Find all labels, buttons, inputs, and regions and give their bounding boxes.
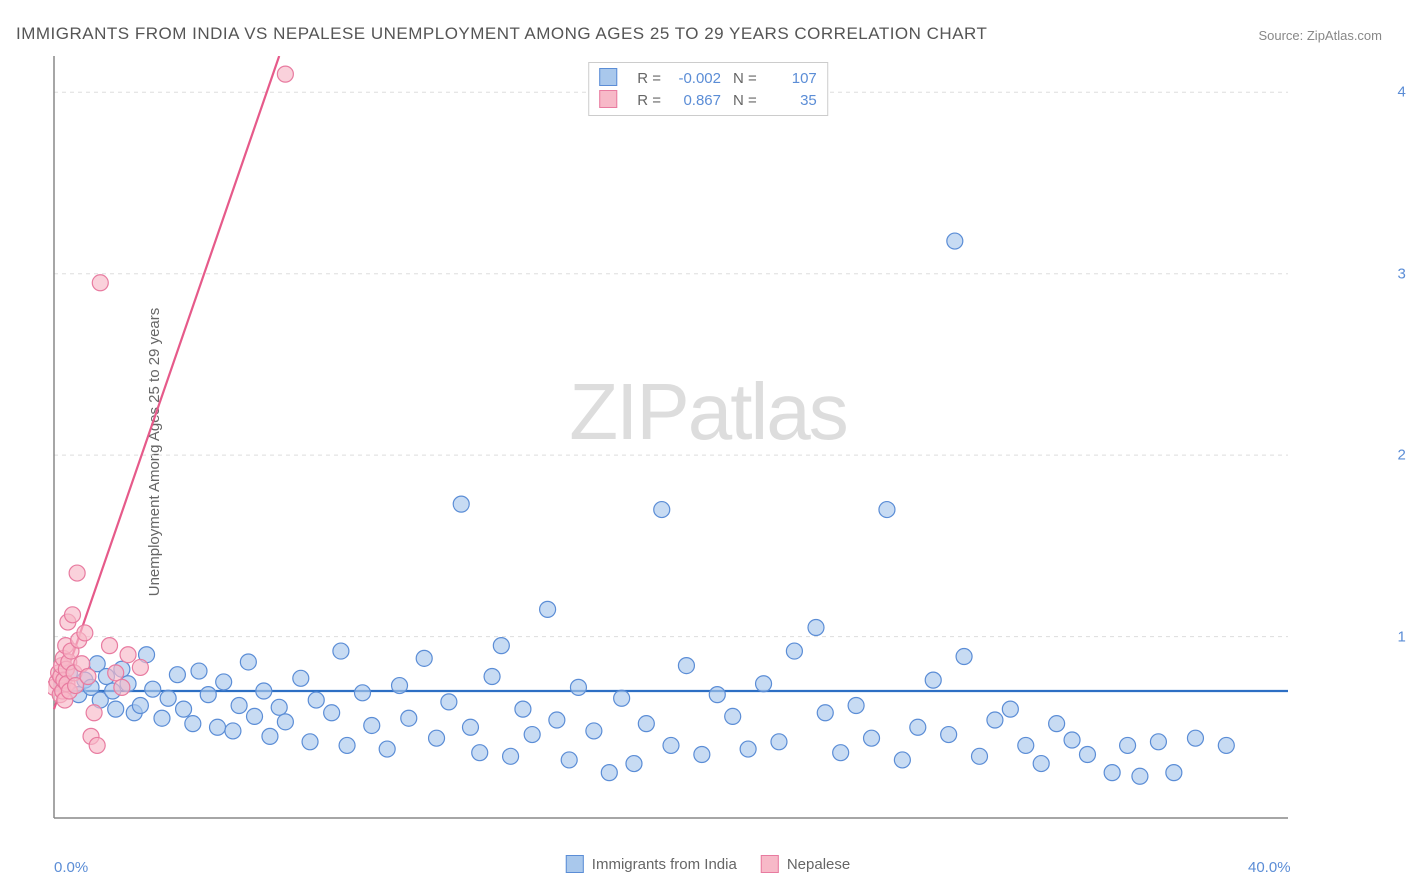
y-tick-label: 10.0%: [1397, 628, 1406, 645]
legend-row: R = -0.002 N = 107: [599, 67, 817, 89]
source-link[interactable]: ZipAtlas.com: [1307, 28, 1382, 43]
legend-n-label: N =: [733, 70, 757, 87]
legend-n-value: 107: [769, 70, 817, 87]
legend-row: R = 0.867 N = 35: [599, 89, 817, 111]
scatter-plot: [48, 56, 1368, 848]
legend-swatch: [566, 855, 584, 873]
x-tick-label: 40.0%: [1248, 859, 1291, 876]
series-name: Immigrants from India: [592, 856, 737, 873]
legend-swatch: [599, 90, 617, 108]
correlation-legend: R = -0.002 N = 107 R = 0.867 N = 35: [588, 62, 828, 116]
x-tick-label: 0.0%: [54, 859, 88, 876]
source-label: Source:: [1258, 28, 1306, 43]
y-tick-label: 20.0%: [1397, 447, 1406, 464]
legend-swatch: [599, 68, 617, 86]
legend-r-label: R =: [637, 92, 661, 109]
series-name: Nepalese: [787, 856, 850, 873]
chart-area: Unemployment Among Ages 25 to 29 years Z…: [48, 56, 1368, 848]
series-legend-item: Nepalese: [761, 856, 850, 874]
source-attribution: Source: ZipAtlas.com: [1258, 28, 1382, 43]
y-tick-label: 30.0%: [1397, 265, 1406, 282]
legend-r-value: 0.867: [673, 92, 721, 109]
legend-r-value: -0.002: [673, 70, 721, 87]
chart-title: IMMIGRANTS FROM INDIA VS NEPALESE UNEMPL…: [16, 24, 987, 44]
legend-n-label: N =: [733, 92, 757, 109]
y-tick-label: 40.0%: [1397, 84, 1406, 101]
legend-n-value: 35: [769, 92, 817, 109]
legend-swatch: [761, 855, 779, 873]
chart-container: IMMIGRANTS FROM INDIA VS NEPALESE UNEMPL…: [0, 0, 1406, 892]
series-legend: Immigrants from India Nepalese: [566, 856, 850, 874]
series-legend-item: Immigrants from India: [566, 856, 737, 874]
legend-r-label: R =: [637, 70, 661, 87]
